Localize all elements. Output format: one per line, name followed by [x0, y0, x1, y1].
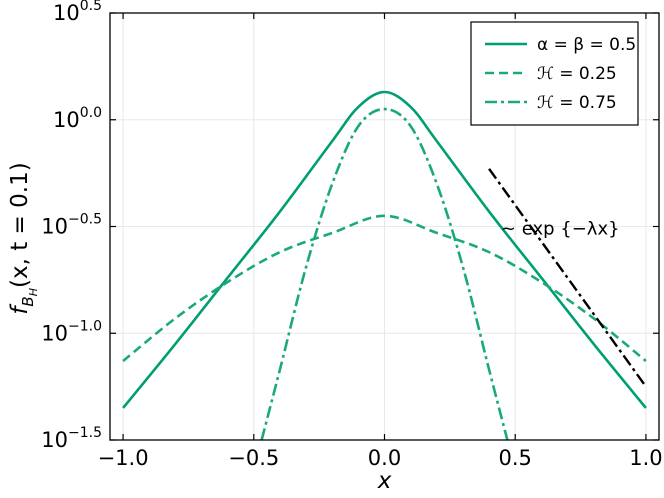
- x-tick-label: 1.0: [629, 446, 662, 470]
- series-line-1: [122, 90, 647, 409]
- series-line-2: [122, 214, 647, 363]
- x-tick-label: 0.5: [499, 446, 532, 470]
- axis-ticks: [110, 12, 659, 441]
- x-tick-label: −0.5: [228, 446, 279, 470]
- x-tick-label: −1.0: [98, 446, 149, 470]
- legend-label-3: ℋ = 0.75: [537, 93, 617, 113]
- legend: α = β = 0.5 ℋ = 0.25 ℋ = 0.75: [470, 21, 639, 126]
- y-axis-label-text: fBH(x, t = 0.1): [7, 162, 40, 314]
- x-tick-label: 0.0: [368, 446, 401, 470]
- y-tick-label: 100.0: [53, 105, 102, 132]
- reference-line: [488, 168, 647, 388]
- y-tick-label: 10−1.0: [41, 318, 102, 345]
- legend-label-2: ℋ = 0.25: [537, 64, 617, 84]
- legend-box: [470, 21, 639, 126]
- y-tick-label: 10−1.5: [41, 425, 102, 452]
- annotation: ~ exp {−λx}: [501, 219, 620, 240]
- y-axis-label: fBH(x, t = 0.1): [7, 162, 40, 314]
- tick-labels: −1.0 −0.5 0.0 0.5 1.0 10−1.5 10−1.0 10−0.5 100.0…: [41, 0, 662, 470]
- y-tick-label: 100.5: [53, 0, 102, 25]
- annotation-text: ~ exp {−λx}: [501, 219, 620, 240]
- series-layer: [122, 90, 647, 440]
- y-tick-label: 10−0.5: [41, 212, 102, 239]
- series-line-3: [260, 107, 509, 440]
- legend-label-1: α = β = 0.5: [537, 35, 636, 55]
- x-axis-label: x: [377, 468, 392, 494]
